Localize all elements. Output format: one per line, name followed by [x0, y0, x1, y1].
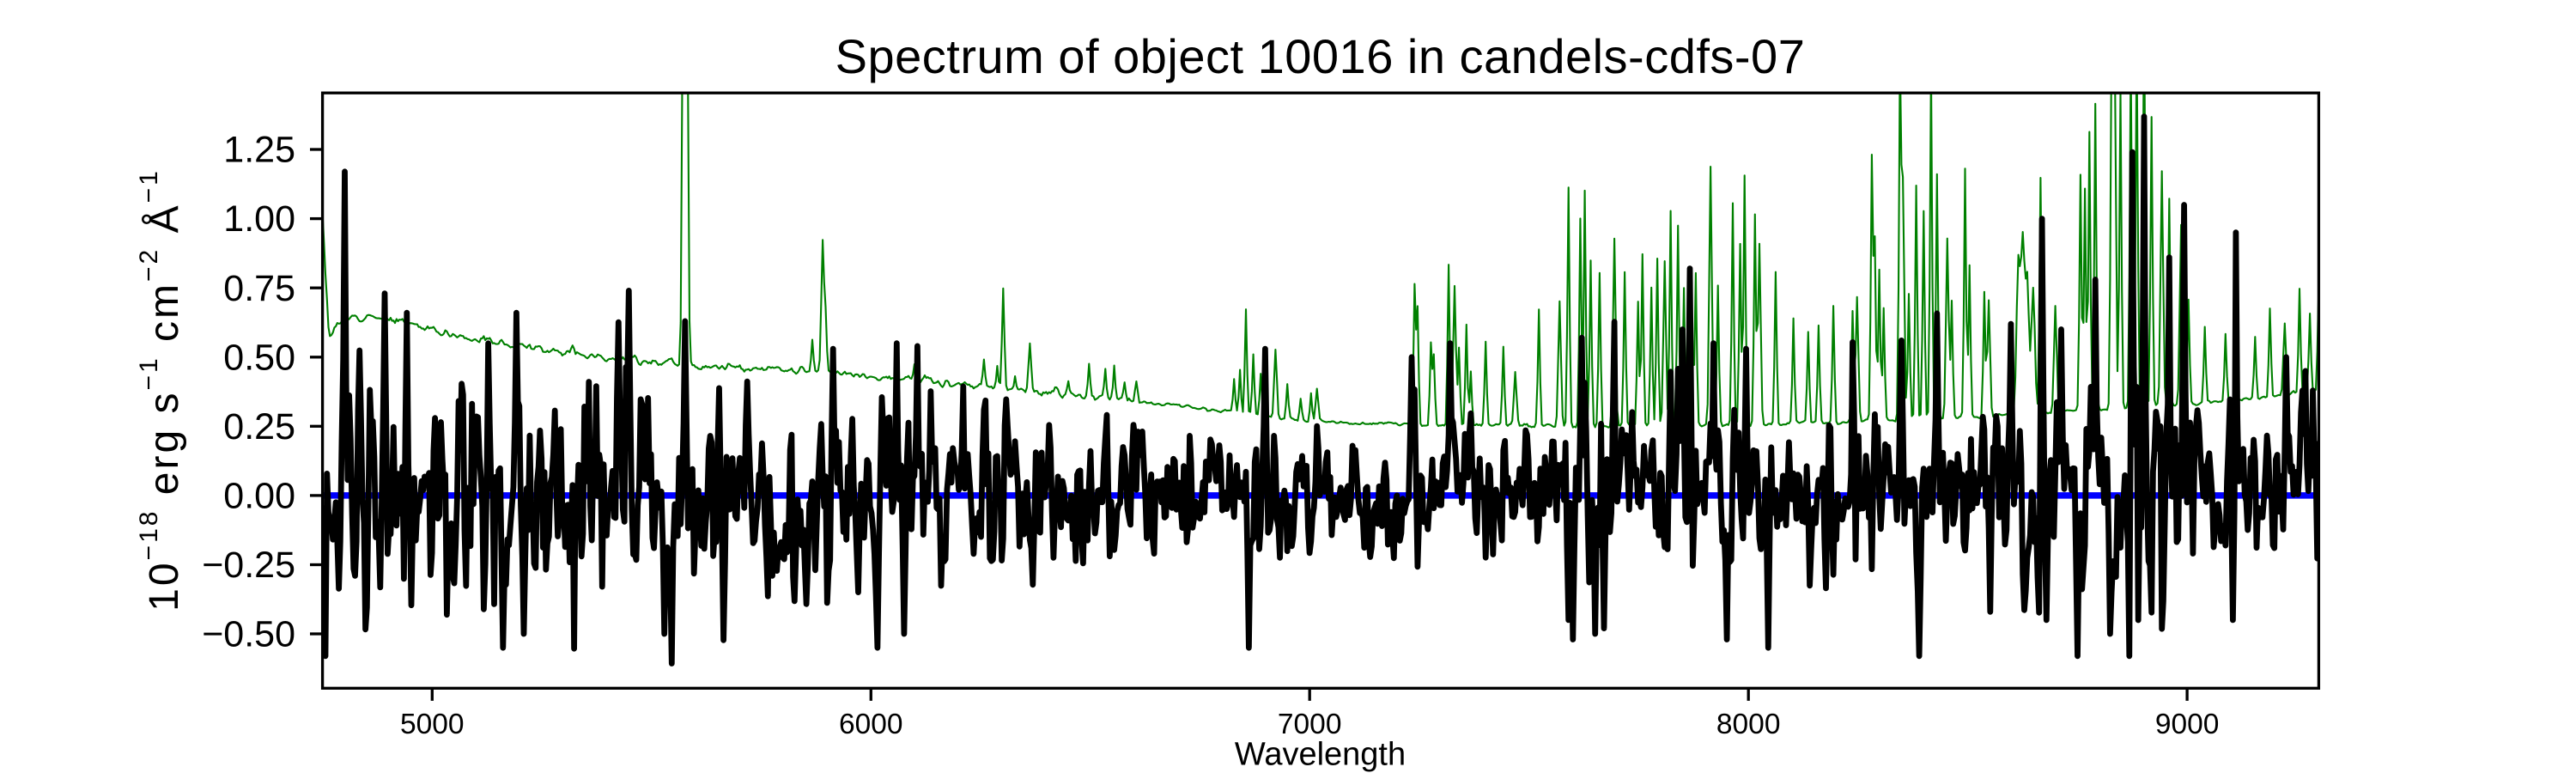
svg-text:0.50: 0.50 [223, 337, 295, 378]
svg-text:5000: 5000 [400, 709, 465, 740]
svg-text:Spectrum of object 10016 in ca: Spectrum of object 10016 in candels-cdfs… [835, 29, 1806, 83]
svg-text:9000: 9000 [2155, 709, 2220, 740]
svg-text:0.00: 0.00 [223, 476, 295, 517]
svg-text:−0.50: −0.50 [202, 614, 295, 655]
svg-text:6000: 6000 [839, 709, 903, 740]
svg-text:1.25: 1.25 [223, 130, 295, 171]
svg-text:1.00: 1.00 [223, 198, 295, 240]
svg-text:0.75: 0.75 [223, 268, 295, 309]
svg-text:−0.25: −0.25 [202, 545, 295, 586]
svg-text:7000: 7000 [1278, 709, 1342, 740]
svg-text:8000: 8000 [1716, 709, 1781, 740]
svg-text:0.25: 0.25 [223, 406, 295, 447]
svg-text:Wavelength: Wavelength [1235, 736, 1406, 772]
